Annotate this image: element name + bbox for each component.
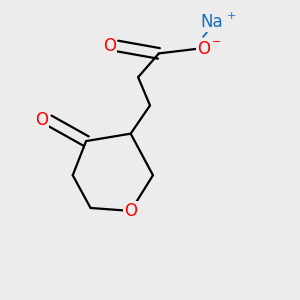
Text: O: O (197, 40, 210, 58)
Text: O: O (124, 202, 137, 220)
Text: O: O (35, 111, 48, 129)
Text: O: O (103, 37, 116, 55)
Text: Na: Na (200, 13, 223, 31)
Text: +: + (227, 11, 236, 21)
Text: −: − (212, 38, 221, 47)
